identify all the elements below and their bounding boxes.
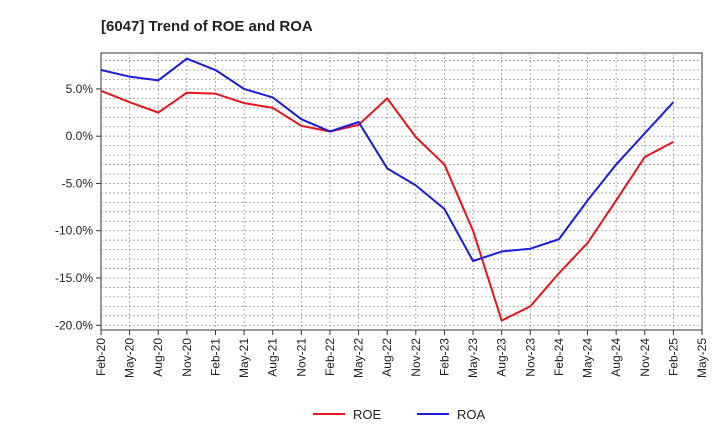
x-tick-label: Feb-23 xyxy=(437,338,451,376)
x-tick-label: May-23 xyxy=(466,338,480,378)
y-tick-label: -20.0% xyxy=(55,318,93,332)
x-tick-label: Aug-23 xyxy=(495,338,509,377)
y-axis-ticks: 5.0% 0.0% -5.0% -10.0% -15.0% -20.0% xyxy=(55,82,101,332)
grid-lines xyxy=(101,53,702,330)
x-tick-label: May-20 xyxy=(123,338,137,378)
x-tick-label: Nov-20 xyxy=(180,338,194,377)
x-tick-label: Nov-24 xyxy=(638,338,652,377)
x-tick-label: Aug-24 xyxy=(609,338,623,377)
legend: ROE ROA xyxy=(313,407,486,422)
x-tick-label: May-22 xyxy=(352,338,366,378)
legend-label-roa: ROA xyxy=(457,407,486,422)
plot-area xyxy=(100,52,703,331)
x-tick-label: Aug-22 xyxy=(380,338,394,377)
x-tick-label: Feb-25 xyxy=(666,338,680,376)
x-tick-label: Aug-20 xyxy=(151,338,165,377)
series-lines xyxy=(100,57,675,322)
legend-label-roe: ROE xyxy=(353,407,382,422)
y-tick-label: -10.0% xyxy=(55,224,93,238)
x-tick-label: Aug-21 xyxy=(266,338,280,377)
x-tick-label: Nov-21 xyxy=(294,338,308,377)
x-axis-ticks: Feb-20 May-20 Aug-20 Nov-20 Feb-21 May-21 Aug-… xyxy=(94,330,709,378)
y-tick-label: 0.0% xyxy=(66,129,94,143)
x-tick-label: Feb-22 xyxy=(323,338,337,376)
series-line-roa xyxy=(100,57,675,262)
series-line-roe xyxy=(100,89,674,322)
x-tick-label: May-24 xyxy=(581,338,595,378)
chart-title: [6047] Trend of ROE and ROA xyxy=(101,18,313,35)
x-tick-label: Feb-24 xyxy=(552,338,566,376)
y-tick-label: -15.0% xyxy=(55,271,93,285)
x-tick-label: May-21 xyxy=(237,338,251,378)
x-tick-label: Nov-23 xyxy=(523,338,537,377)
x-tick-label: Feb-21 xyxy=(208,338,222,376)
y-tick-label: 5.0% xyxy=(66,82,94,96)
y-tick-label: -5.0% xyxy=(62,176,94,190)
x-tick-label: Nov-22 xyxy=(409,338,423,377)
x-tick-label: May-25 xyxy=(695,338,709,378)
x-tick-label: Feb-20 xyxy=(94,338,108,376)
